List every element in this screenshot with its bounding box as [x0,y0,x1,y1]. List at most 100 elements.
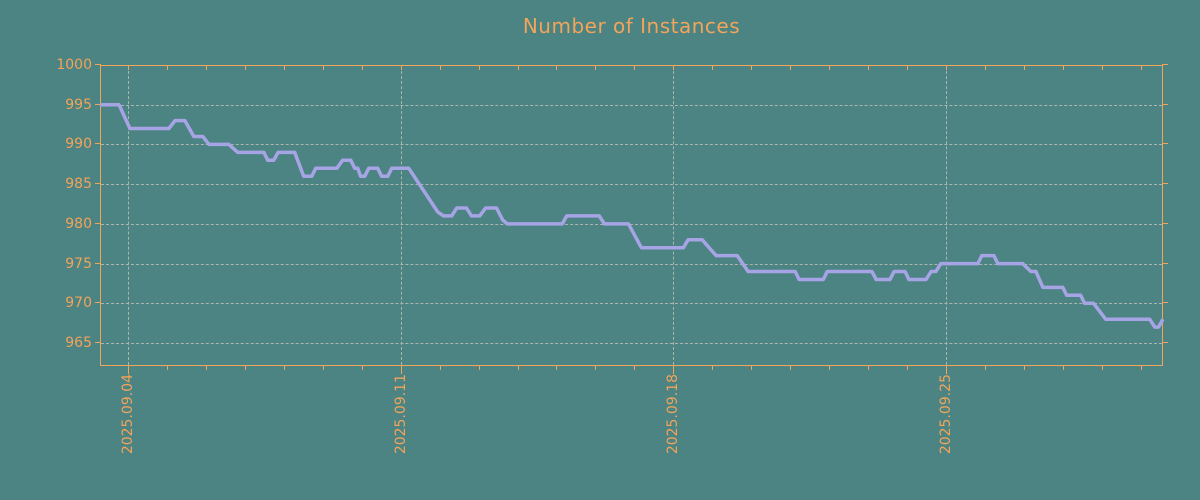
x-axis-minor-tick [634,366,636,370]
x-axis-minor-tick [400,366,402,370]
gridline-vertical [400,66,402,365]
x-axis-minor-tick [361,366,363,370]
x-axis-minor-tick [439,366,441,370]
gridline-horizontal [101,104,1162,106]
y-axis-tick-right [1162,262,1168,264]
y-axis-tick-left [95,183,101,185]
x-axis-top-tick [712,66,714,70]
gridline-vertical [673,66,675,365]
x-axis-top-tick [634,66,636,70]
x-axis-label: 2025.09.11 [392,374,409,455]
gridline-horizontal [101,343,1162,344]
x-axis-minor-tick [868,366,870,370]
x-axis-major-tick [945,366,947,374]
x-axis-top-tick [984,66,986,70]
x-axis-top-tick [361,66,363,70]
y-axis-label: 980 [65,215,92,232]
x-axis-top-tick [907,66,908,70]
x-axis-minor-tick [283,366,285,370]
y-axis-tick-left [95,302,101,304]
y-axis-tick-right [1162,143,1168,145]
x-axis-minor-tick [945,366,947,370]
chart-title: Number of Instances [522,14,741,38]
x-axis-minor-tick [478,366,480,370]
x-axis-top-tick [439,66,441,70]
x-axis-minor-tick [205,366,207,370]
gridline-horizontal [101,184,1162,186]
x-axis-minor-tick [1023,366,1025,370]
x-axis-minor-tick [790,366,792,370]
x-axis-minor-tick [751,366,753,370]
x-axis-minor-tick [673,366,675,370]
x-axis-label: 2025.09.04 [120,374,136,455]
x-axis-top-tick [283,66,285,70]
gridline-horizontal [101,223,1162,225]
x-axis-minor-tick [984,366,986,370]
x-axis-top-tick [1062,66,1064,70]
x-axis-minor-tick [556,366,558,370]
x-axis-top-tick [751,66,753,70]
x-axis-top-tick [517,66,519,70]
y-axis-tick-right [1162,64,1168,65]
x-axis-top-tick [400,66,402,70]
y-axis-tick-left [95,222,101,224]
x-axis-minor-tick [1062,366,1064,370]
x-axis-minor-tick [322,366,324,370]
y-axis-label: 985 [65,176,92,193]
gridline-horizontal [101,303,1162,305]
y-axis-label: 995 [65,96,92,113]
y-axis-label: 1000 [56,57,92,73]
x-axis-minor-tick [907,366,908,370]
x-axis-minor-tick [1101,366,1103,370]
x-axis-top-tick [829,66,831,70]
x-axis-top-tick [166,66,168,70]
x-axis-minor-tick [595,366,597,370]
x-axis-top-tick [244,66,246,70]
x-axis-major-tick [673,366,675,374]
x-axis-top-tick [595,66,597,70]
gridline-vertical [128,66,129,365]
x-axis-label: 2025.09.25 [937,374,954,455]
x-axis-top-tick [322,66,324,70]
y-axis-tick-left [95,342,101,343]
y-axis-tick-right [1162,222,1168,224]
x-axis-top-tick [790,66,792,70]
plot-area [100,65,1163,366]
x-axis-top-tick [945,66,947,70]
x-axis-top-tick [556,66,558,70]
x-axis-major-tick [400,366,402,374]
gridline-horizontal [101,263,1162,265]
x-axis-top-tick [205,66,207,70]
x-axis-minor-tick [517,366,519,370]
y-axis-label: 990 [65,136,92,153]
x-axis-minor-tick [1140,366,1142,370]
y-axis-label: 965 [65,335,92,351]
x-axis-top-tick [128,66,129,70]
y-axis-tick-right [1162,342,1168,343]
x-axis-top-tick [1140,66,1142,70]
x-axis-top-tick [673,66,675,70]
x-axis-minor-tick [712,366,714,370]
x-axis-minor-tick [244,366,246,370]
y-axis-label: 970 [65,295,92,312]
x-axis-label: 2025.09.18 [665,374,682,455]
gridline-horizontal [101,144,1162,146]
y-axis-label: 975 [65,255,92,272]
x-axis-top-tick [478,66,480,70]
y-axis-tick-right [1162,302,1168,304]
y-axis-tick-right [1162,183,1168,185]
y-axis-tick-left [95,64,101,65]
y-axis-tick-left [95,262,101,264]
x-axis-minor-tick [829,366,831,370]
x-axis-top-tick [868,66,870,70]
x-axis-minor-tick [128,366,129,370]
y-axis-tick-right [1162,103,1168,105]
x-axis-top-tick [1023,66,1025,70]
gridline-vertical [945,66,947,365]
y-axis-tick-left [95,143,101,145]
x-axis-top-tick [1101,66,1103,70]
x-axis-minor-tick [166,366,168,370]
y-axis-tick-left [95,103,101,105]
x-axis-major-tick [128,366,129,374]
